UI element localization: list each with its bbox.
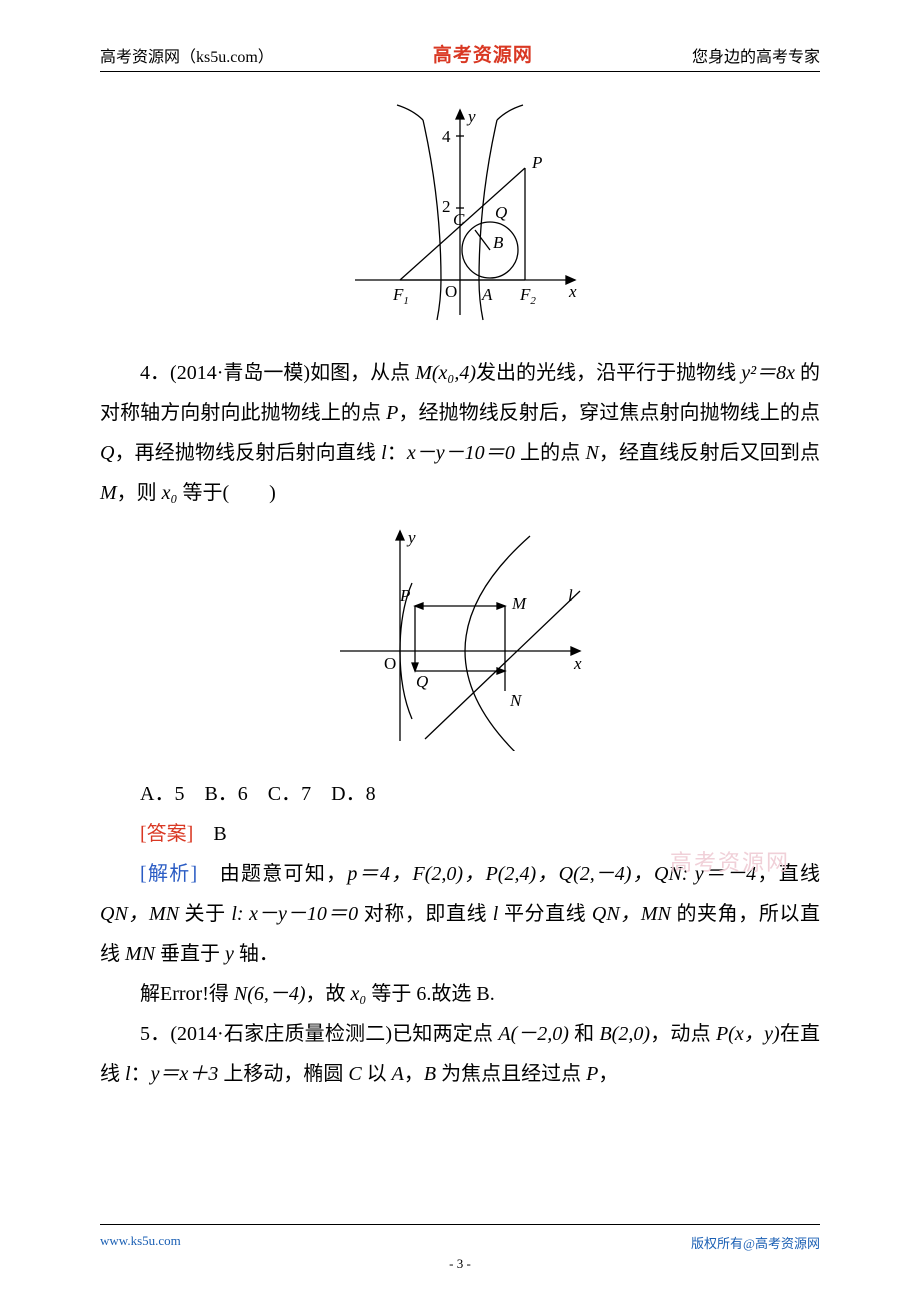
page-header: 高考资源网（ks5u.com） 高考资源网 您身边的高考专家 [100, 40, 820, 72]
q5-t1: 已知两定点 [392, 1023, 498, 1045]
fig1-P-label: P [531, 153, 542, 172]
ana-1o: 轴． [234, 943, 279, 965]
q4-t6: 上的点 [515, 442, 586, 464]
ana-2a: 解Error!得 [140, 983, 234, 1005]
fig2-P-label: P [399, 586, 410, 605]
q4-Q: Q [100, 442, 114, 464]
q5-and: 和 [569, 1023, 600, 1045]
ana-1g: 对称，即直线 [358, 903, 493, 925]
ana-1f: l: x－y－10＝0 [231, 903, 358, 925]
ana-2e: 等于 6.故选 B. [366, 983, 494, 1005]
answer-row: [答案] B [100, 814, 820, 854]
choices-row: A．5 B．6 C．7 D．8 [100, 774, 820, 814]
q5-C: C [348, 1063, 361, 1085]
fig2-N-label: N [509, 691, 523, 710]
ana-2d: x₀ [351, 983, 367, 1005]
choice-A: A．5 [140, 783, 184, 805]
sep2 [248, 783, 268, 805]
page-footer: www.ks5u.com 版权所有@高考资源网 - 3 - [100, 1224, 820, 1272]
sep1 [184, 783, 204, 805]
q4-t1: 如图，从点 [310, 362, 415, 384]
fig1-y-label: y [466, 107, 476, 126]
fig2-Q-label: Q [416, 672, 428, 691]
choice-B: B．6 [204, 783, 247, 805]
q5-t2: ，动点 [650, 1023, 716, 1045]
footer-url: www.ks5u.com [100, 1233, 181, 1252]
q4-t7: ，经直线反射后又回到点 [599, 442, 820, 464]
question-5: 5．(2014·石家庄质量检测二)已知两定点 A(－2,0) 和 B(2,0)，… [100, 1014, 820, 1094]
q4-lineeq: x－y－10＝0 [407, 442, 515, 464]
q5-t6: ， [404, 1063, 424, 1085]
ana-2c: ，故 [306, 983, 351, 1005]
footer-copyright: 版权所有@高考资源网 [691, 1233, 820, 1252]
analysis-label: [解析] [140, 863, 197, 885]
ana-1i: 平分直线 [498, 903, 592, 925]
fig1-tick2: 2 [442, 197, 451, 216]
q4-t9: 等于( ) [178, 482, 276, 504]
fig1-A-label: A [481, 285, 493, 304]
figure-1: y x O F1 F2 A B C P Q 2 4 [100, 100, 820, 335]
fig2-O-label: O [384, 654, 396, 673]
q5-P2: P [586, 1063, 598, 1085]
fig2-M-label: M [511, 594, 527, 613]
fig1-x-label: x [568, 282, 577, 301]
ana-1b: p＝4，F(2,0)，P(2,4)，Q(2,－4)，QN: y＝－4 [347, 863, 756, 885]
fig1-F2-label: F2 [519, 285, 536, 307]
ana-1n: y [225, 943, 234, 965]
q4-t4: ，经抛物线反射后，穿过焦点射向抛物线上的点 [398, 402, 820, 424]
q4-M: M(x₀,4) [415, 362, 476, 384]
ana-2b: N(6,－4) [234, 983, 306, 1005]
sep3 [311, 783, 331, 805]
q4-t2: 发出的光线，沿平行于抛物线 [476, 362, 741, 384]
q5-t8: ， [598, 1063, 618, 1085]
q5-eq: y＝x＋3 [151, 1063, 219, 1085]
header-right: 您身边的高考专家 [692, 43, 820, 67]
q5-t7: 为焦点且经过点 [436, 1063, 586, 1085]
choice-C: C．7 [268, 783, 311, 805]
fig2-x-label: x [573, 654, 582, 673]
q5-A: A(－2,0) [498, 1023, 569, 1045]
q4-x0: x₀ [162, 482, 178, 504]
q5-t4: 上移动，椭圆 [218, 1063, 348, 1085]
q5-Pxy: P(x，y) [716, 1023, 780, 1045]
ana-1d: QN，MN [100, 903, 179, 925]
q4-M2: M [100, 482, 117, 504]
fig1-B-label: B [493, 233, 504, 252]
page-number: - 3 - [100, 1256, 820, 1272]
fig1-O-label: O [445, 282, 457, 301]
q4-N: N [585, 442, 598, 464]
answer-label: [答案] [140, 823, 193, 845]
ana-1m: 垂直于 [155, 943, 225, 965]
fig2-y-label: y [406, 528, 416, 547]
ana-1a: 由题意可知， [197, 863, 347, 885]
q5-A2: A [392, 1063, 404, 1085]
choice-D: D．8 [331, 783, 375, 805]
q5-t5: 以 [362, 1063, 392, 1085]
q5-B2: B [424, 1063, 436, 1085]
q4-eq1: y²＝8x [741, 362, 795, 384]
fig1-C-label: C [453, 210, 465, 229]
q5-source: 5．(2014·石家庄质量检测二) [140, 1023, 392, 1045]
q4-t5: ，再经抛物线反射后射向直线 [114, 442, 381, 464]
q4-colon: ： [387, 442, 407, 464]
q4-source: 4．(2014·青岛一模) [140, 362, 310, 384]
ana-1j: QN，MN [592, 903, 671, 925]
q5-B: B(2,0) [599, 1023, 650, 1045]
q5-colon: ： [131, 1063, 151, 1085]
ana-1l: MN [125, 943, 155, 965]
answer-value: B [193, 823, 226, 845]
question-4: 4．(2014·青岛一模)如图，从点 M(x₀,4)发出的光线，沿平行于抛物线 … [100, 353, 820, 513]
ana-1c: ，直线 [756, 863, 820, 885]
header-left: 高考资源网（ks5u.com） [100, 43, 274, 67]
fig1-Q-label: Q [495, 203, 507, 222]
q4-t8: ，则 [117, 482, 162, 504]
analysis-block: [解析] 由题意可知，p＝4，F(2,0)，P(2,4)，Q(2,－4)，QN:… [100, 854, 820, 1014]
header-center: 高考资源网 [433, 40, 533, 67]
q4-P: P [386, 402, 398, 424]
fig1-F1-label: F1 [392, 285, 409, 307]
fig1-tick4: 4 [442, 127, 451, 146]
figure-2: y x O P Q M N l [100, 521, 820, 756]
ana-1e: 关于 [179, 903, 231, 925]
fig2-l-label: l [568, 586, 573, 605]
